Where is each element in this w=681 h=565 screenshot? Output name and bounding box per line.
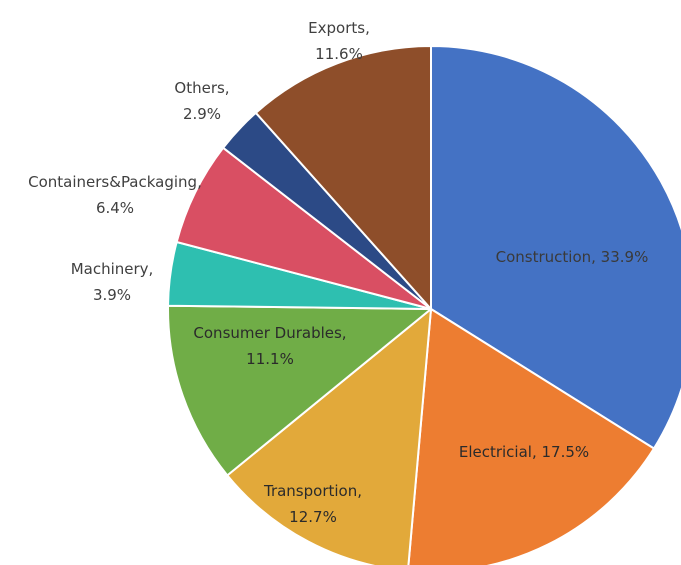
- data-label-exports: Exports, 11.6%: [308, 19, 370, 63]
- data-label-consumer-durables-line2: 11.1%: [246, 350, 294, 368]
- labels-layer: Construction, 33.9% Electricial, 17.5% Tra…: [28, 19, 648, 526]
- data-label-electricial: Electricial, 17.5%: [459, 443, 589, 461]
- data-label-consumer-durables-line1: Consumer Durables,: [193, 324, 346, 342]
- data-label-transportion-line2: 12.7%: [289, 508, 337, 526]
- data-label-containers-packaging-line2: 6.4%: [96, 199, 134, 217]
- pie-slice-consumer-durables: [167, 304, 432, 477]
- data-label-machinery-line1: Machinery,: [71, 260, 154, 278]
- data-label-machinery-line2: 3.9%: [93, 286, 131, 304]
- data-label-construction-line1: Construction, 33.9%: [496, 248, 649, 266]
- data-label-exports-line1: Exports,: [308, 19, 370, 37]
- data-label-consumer-durables: Consumer Durables, 11.1%: [193, 324, 346, 368]
- data-label-transportion-line1: Transportion,: [263, 482, 362, 500]
- data-label-machinery: Machinery, 3.9%: [71, 260, 154, 304]
- data-label-others-line1: Others,: [174, 79, 229, 97]
- data-label-others: Others, 2.9%: [174, 79, 229, 123]
- slices-layer: [167, 45, 681, 565]
- data-label-exports-line2: 11.6%: [315, 45, 363, 63]
- pie-slice-electricial: [407, 308, 655, 565]
- pie-slice-exports: [254, 45, 432, 310]
- data-label-electricial-line1: Electricial, 17.5%: [459, 443, 589, 461]
- data-label-containers-packaging-line1: Containers&Packaging,: [28, 173, 202, 191]
- data-label-construction: Construction, 33.9%: [496, 248, 649, 266]
- data-label-containers-packaging: Containers&Packaging, 6.4%: [28, 173, 202, 217]
- data-label-transportion: Transportion, 12.7%: [263, 482, 362, 526]
- data-label-others-line2: 2.9%: [183, 105, 221, 123]
- pie-slice-transportion: [226, 308, 432, 565]
